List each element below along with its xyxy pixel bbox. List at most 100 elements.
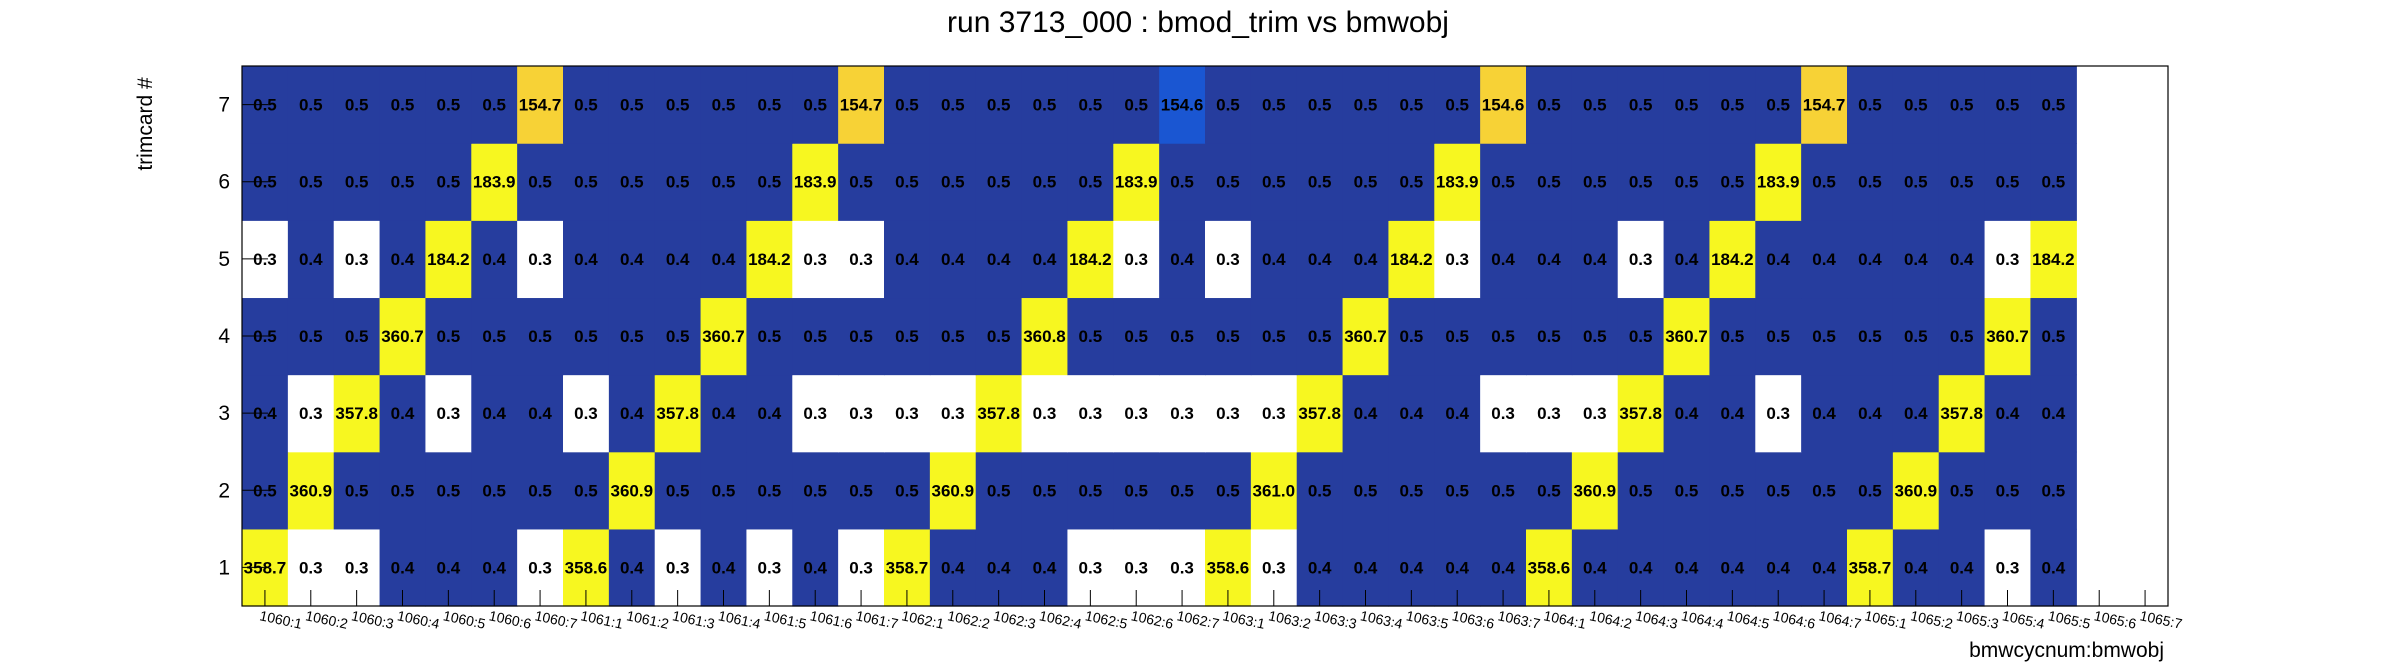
cell-value-label: 360.7 xyxy=(1344,327,1387,346)
cell-value-label: 360.9 xyxy=(932,481,975,500)
heatmap-cell xyxy=(1892,374,1940,453)
heatmap-cell xyxy=(608,220,656,299)
heatmap-cell xyxy=(1709,451,1756,530)
cell-value-label: 0.5 xyxy=(482,96,506,115)
heatmap-cell xyxy=(1892,66,1940,144)
cell-value-label: 0.5 xyxy=(1537,96,1561,115)
y-tick-label: 1 xyxy=(218,556,230,579)
cell-value-label: 0.5 xyxy=(1675,173,1699,192)
heatmap-cell xyxy=(333,451,381,530)
cell-value-label: 0.5 xyxy=(1721,96,1745,115)
heatmap-cell xyxy=(654,451,702,530)
cell-value-label: 0.4 xyxy=(1675,558,1699,577)
heatmap-cell xyxy=(884,220,931,299)
heatmap-cell xyxy=(1342,451,1390,530)
heatmap-cell xyxy=(1847,297,1894,376)
cell-value-label: 0.5 xyxy=(666,481,690,500)
cell-value-label: 360.9 xyxy=(1895,481,1938,500)
heatmap-cell xyxy=(929,297,977,376)
cell-value-label: 184.2 xyxy=(427,250,470,269)
cell-value-label: 0.5 xyxy=(437,96,461,115)
cell-value-label: 0.4 xyxy=(1721,558,1745,577)
heatmap-cell xyxy=(654,297,702,376)
heatmap-cell xyxy=(1663,143,1711,221)
heatmap-cell xyxy=(1663,451,1711,530)
heatmap-cell xyxy=(838,66,885,144)
heatmap-cell xyxy=(1938,297,1986,376)
cell-value-label: 0.3 xyxy=(1170,404,1194,423)
heatmap-cell xyxy=(1938,374,1986,453)
cell-value-label: 357.8 xyxy=(656,404,699,423)
cell-value-label: 0.5 xyxy=(2042,327,2066,346)
heatmap-cell xyxy=(929,451,977,530)
cell-value-label: 0.5 xyxy=(1904,173,1928,192)
heatmap-cell xyxy=(287,374,335,453)
cell-value-label: 0.5 xyxy=(1583,327,1607,346)
cell-value-label: 0.3 xyxy=(299,558,323,577)
cell-value-label: 0.5 xyxy=(712,481,736,500)
cell-value-label: 0.5 xyxy=(1904,327,1928,346)
heatmap-cell xyxy=(287,297,335,376)
heatmap-cell xyxy=(1571,374,1619,453)
cell-value-label: 0.3 xyxy=(299,404,323,423)
heatmap-cell xyxy=(654,220,702,299)
cell-value-label: 0.5 xyxy=(299,173,323,192)
heatmap-cell xyxy=(1021,143,1069,221)
cell-value-label: 0.3 xyxy=(895,404,919,423)
cell-value-label: 0.4 xyxy=(1812,558,1836,577)
cell-value-label: 0.5 xyxy=(987,173,1011,192)
heatmap-cell xyxy=(1755,297,1802,376)
heatmap-cell xyxy=(1296,220,1344,299)
cell-value-label: 358.6 xyxy=(1207,558,1250,577)
heatmap-cell xyxy=(287,451,335,530)
heatmap-cell xyxy=(1984,66,2032,144)
cell-value-label: 183.9 xyxy=(1436,173,1479,192)
cell-value-label: 0.5 xyxy=(1400,327,1424,346)
x-tick-label: 1060:7 xyxy=(533,607,578,632)
y-tick-label: 3 xyxy=(218,402,230,425)
heatmap-cell xyxy=(1755,374,1802,453)
cell-value-label: 0.3 xyxy=(1996,250,2020,269)
heatmap-cell xyxy=(884,451,931,530)
heatmap-cell xyxy=(884,66,931,144)
heatmap-cell xyxy=(884,143,931,221)
heatmap-cell xyxy=(792,220,839,299)
cell-value-label: 0.4 xyxy=(2042,558,2066,577)
x-tick-label: 1064:4 xyxy=(1680,607,1725,632)
heatmap-cell xyxy=(2030,297,2077,376)
cell-value-label: 0.5 xyxy=(895,327,919,346)
heatmap-cell xyxy=(1526,220,1573,299)
heatmap-cell xyxy=(333,297,381,376)
cell-value-label: 0.4 xyxy=(1583,558,1607,577)
x-tick-label: 1065:1 xyxy=(1863,607,1908,632)
cell-value-label: 0.3 xyxy=(1124,250,1148,269)
x-axis-label: bmwcycnum:bmwobj xyxy=(1969,639,2164,662)
heatmap-cell xyxy=(1709,297,1756,376)
cell-value-label: 0.5 xyxy=(1033,96,1057,115)
cell-value-label: 0.4 xyxy=(2042,404,2066,423)
x-tick-label: 1062:3 xyxy=(992,607,1037,632)
cell-value-label: 0.5 xyxy=(1216,327,1240,346)
heatmap-cell xyxy=(1250,297,1298,376)
heatmap-cell xyxy=(1434,66,1481,144)
cell-value-label: 0.5 xyxy=(437,327,461,346)
heatmap-cell xyxy=(1434,451,1481,530)
cell-value-label: 0.5 xyxy=(758,481,782,500)
cell-value-label: 0.4 xyxy=(1950,558,1974,577)
cell-value-label: 0.5 xyxy=(1491,327,1515,346)
cell-value-label: 0.5 xyxy=(528,173,552,192)
cell-value-label: 0.5 xyxy=(895,173,919,192)
cell-value-label: 0.5 xyxy=(803,96,827,115)
heatmap-cell xyxy=(838,297,885,376)
heatmap-cell xyxy=(884,297,931,376)
cell-value-label: 0.5 xyxy=(712,96,736,115)
heatmap-cell xyxy=(333,374,381,453)
cell-value-label: 0.5 xyxy=(1033,173,1057,192)
x-tick-label: 1060:4 xyxy=(396,607,441,632)
cell-value-label: 0.5 xyxy=(1079,173,1103,192)
cell-value-label: 0.4 xyxy=(437,558,461,577)
cell-value-label: 0.3 xyxy=(849,250,873,269)
y-tick-label: 6 xyxy=(218,171,230,194)
heatmap-cell xyxy=(517,66,564,144)
cell-value-label: 0.5 xyxy=(1491,481,1515,500)
